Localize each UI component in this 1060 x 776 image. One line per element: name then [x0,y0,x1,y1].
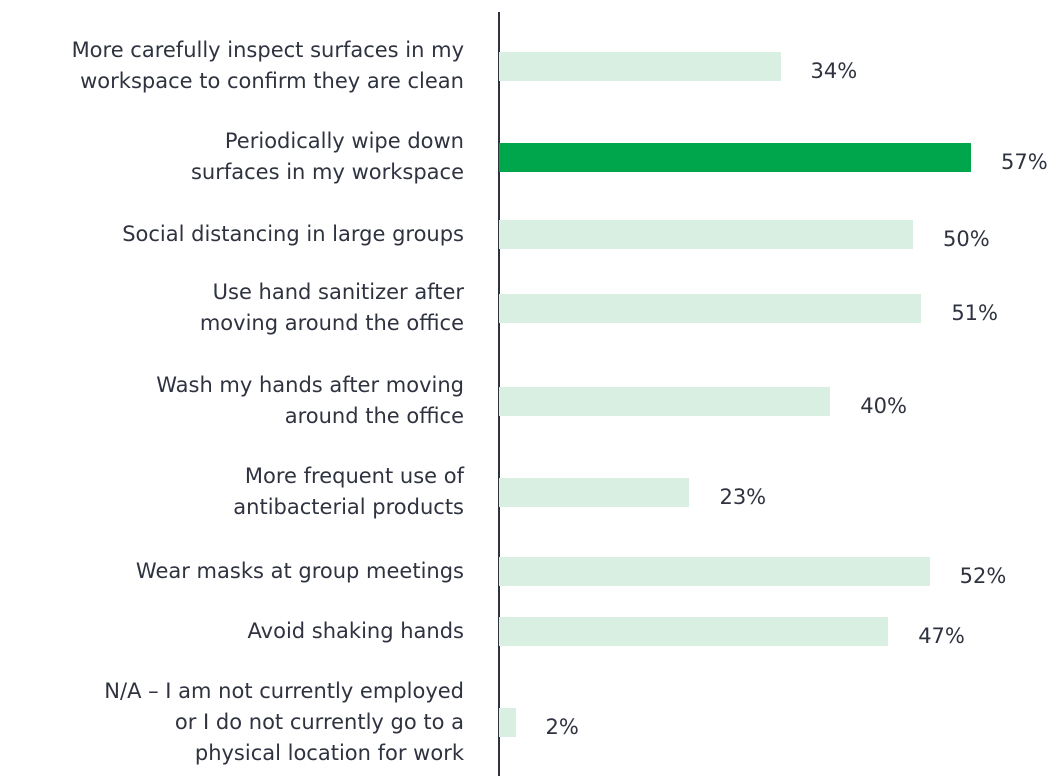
bar [499,707,516,737]
category-axis-line [498,12,500,776]
value-label: 2% [545,714,579,739]
category-label: Avoid shaking hands [247,618,464,643]
bar [499,219,914,249]
value-label: 40% [860,393,907,418]
bar [499,556,930,586]
category-label: Social distancing in large groups [122,221,464,246]
category-label: More carefully inspect surfaces in my wo… [71,38,464,93]
category-label: Wash my hands after moving around the of… [156,373,464,428]
value-label: 23% [719,484,767,509]
value-label: 57% [1001,149,1048,174]
value-label: 51% [951,300,998,325]
bar [499,51,781,81]
bar [499,616,889,646]
value-label: 50% [943,226,990,251]
bar [499,386,831,416]
category-label: N/A – I am not currently employed or I d… [104,678,464,765]
bar [499,293,922,323]
category-label: Periodically wipe down surfaces in my wo… [190,129,464,184]
category-label: More frequent use of antibacterial produ… [233,464,464,519]
value-label: 52% [959,563,1007,588]
bar [499,142,971,172]
category-label: Use hand sanitizer after moving around t… [199,280,464,335]
category-label: Wear masks at group meetings [135,558,464,583]
value-label: 47% [918,623,965,648]
value-label: 34% [810,58,858,83]
bar [499,477,690,507]
